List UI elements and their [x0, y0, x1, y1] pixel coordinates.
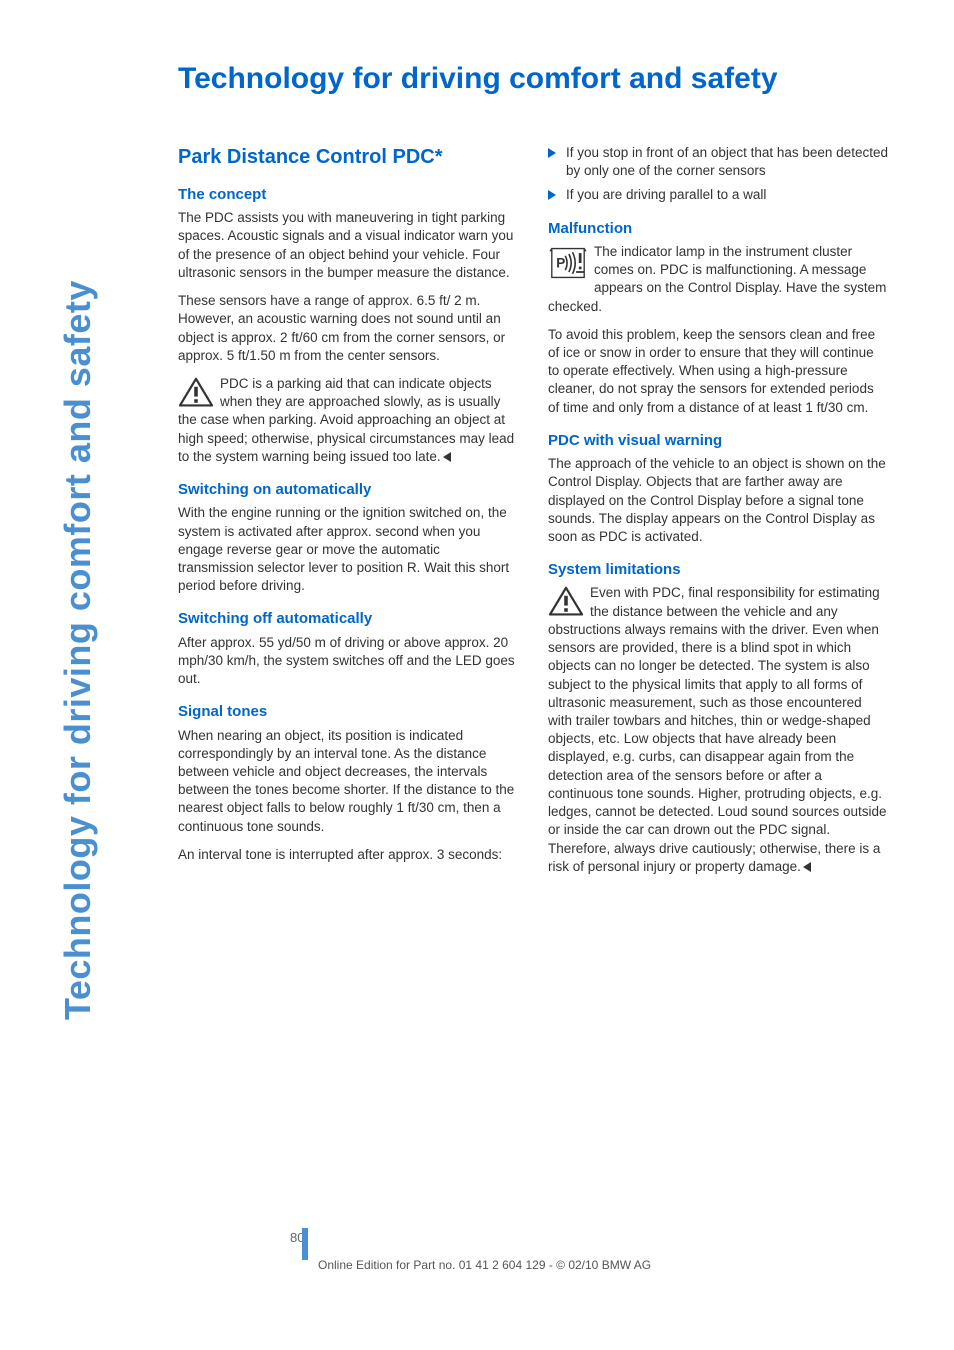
visual-p: The approach of the vehicle to an object…	[548, 455, 888, 546]
svg-text:P: P	[556, 255, 565, 270]
switch-off-p: After approx. 55 yd/50 m of driving or a…	[178, 634, 518, 689]
section-title: Park Distance Control PDC*	[178, 144, 518, 171]
signal-bullet-1: If you stop in front of an object that h…	[548, 144, 888, 180]
concept-p2: These sensors have a range of approx. 6.…	[178, 292, 518, 365]
malfunction-block: P The indicator lamp in the instrument c…	[548, 243, 888, 316]
signal-bullet-2: If you are driving parallel to a wall	[548, 186, 888, 204]
concept-heading: The concept	[178, 185, 518, 205]
signal-b2-text: If you are driving parallel to a wall	[566, 186, 766, 204]
malfunction-heading: Malfunction	[548, 219, 888, 239]
side-tab-title: Technology for driving comfort and safet…	[54, 60, 102, 1020]
signal-p1: When nearing an object, its position is …	[178, 727, 518, 836]
warning-triangle-icon	[548, 586, 584, 618]
malfunction-p1: The indicator lamp in the instrument clu…	[548, 244, 886, 314]
pdc-indicator-icon: P	[548, 245, 588, 281]
triangle-bullet-icon	[548, 148, 556, 158]
malfunction-p2: To avoid this problem, keep the sensors …	[548, 326, 888, 417]
concept-warning-text: PDC is a parking aid that can indicate o…	[178, 376, 514, 464]
signal-b1-text: If you stop in front of an object that h…	[566, 144, 888, 180]
switch-on-p: With the engine running or the ignition …	[178, 504, 518, 595]
page-body: Park Distance Control PDC* The concept T…	[178, 144, 888, 886]
footer-text: Online Edition for Part no. 01 41 2 604 …	[318, 1258, 651, 1272]
switch-off-heading: Switching off automatically	[178, 609, 518, 629]
limits-warning: Even with PDC, final responsibility for …	[548, 584, 888, 876]
triangle-bullet-icon	[548, 190, 556, 200]
warning-triangle-icon	[178, 377, 214, 409]
limits-heading: System limitations	[548, 560, 888, 580]
end-mark-icon	[803, 862, 811, 872]
limits-warning-text: Even with PDC, final responsibility for …	[548, 585, 887, 873]
concept-p1: The PDC assists you with maneuvering in …	[178, 209, 518, 282]
chapter-title: Technology for driving comfort and safet…	[178, 62, 778, 96]
signal-p2: An interval tone is interrupted after ap…	[178, 846, 518, 864]
footer-accent-bar	[302, 1228, 308, 1260]
signal-heading: Signal tones	[178, 702, 518, 722]
end-mark-icon	[443, 452, 451, 462]
concept-warning: PDC is a parking aid that can indicate o…	[178, 375, 518, 466]
visual-heading: PDC with visual warning	[548, 431, 888, 451]
switch-on-heading: Switching on automatically	[178, 480, 518, 500]
